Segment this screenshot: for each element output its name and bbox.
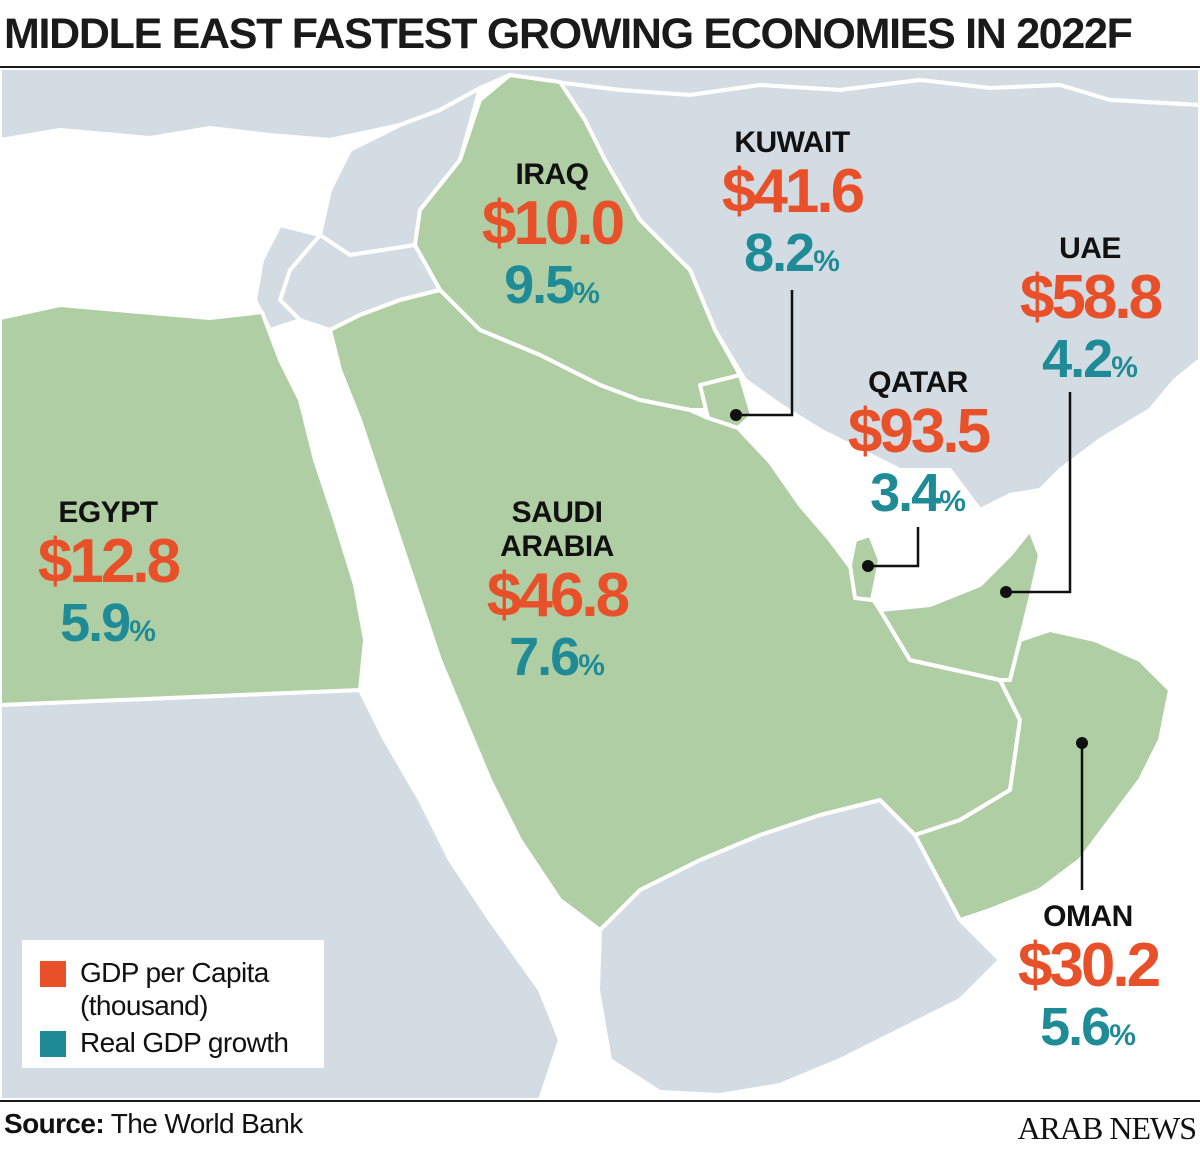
land-levant <box>253 223 322 332</box>
kuwait-pointer-line <box>736 290 794 417</box>
growth-value: 5.9% <box>60 593 156 653</box>
growth-value: 4.2% <box>1042 329 1138 389</box>
country-name: IRAQ <box>515 158 590 191</box>
arab-news-logo: ARAB NEWS <box>1017 1110 1197 1146</box>
legend-label-gdp: GDP per Capita (thousand) <box>80 957 269 1021</box>
uae-pointer-line <box>1006 392 1072 594</box>
country-label-iraq: IRAQ $10.0 9.5% <box>452 158 652 323</box>
growth-value: 7.6% <box>509 627 605 687</box>
title-rule <box>0 66 1200 68</box>
country-label-egypt: EGYPT $12.8 5.9% <box>8 496 208 661</box>
legend-item-gdp: GDP per Capita (thousand) <box>40 956 310 1022</box>
growth-value: 8.2% <box>744 223 840 283</box>
source-text: The World Bank <box>110 1108 303 1139</box>
gdp-value: $41.6 <box>721 157 865 226</box>
country-name: SAUDI ARABIA <box>500 496 614 563</box>
growth-value: 9.5% <box>504 255 600 315</box>
country-label-oman: OMAN $30.2 5.6% <box>988 900 1188 1065</box>
country-name: KUWAIT <box>734 126 850 159</box>
gdp-value: $58.8 <box>1019 263 1163 332</box>
map-title: MIDDLE EAST FASTEST GROWING ECONOMIES IN… <box>4 10 1133 58</box>
country-label-kuwait: KUWAIT $41.6 8.2% <box>692 126 892 291</box>
legend-item-growth: Real GDP growth <box>40 1026 289 1059</box>
gdp-value: $46.8 <box>486 561 630 630</box>
oman-dot <box>1076 737 1088 749</box>
legend: GDP per Capita (thousand) Real GDP growt… <box>22 940 324 1068</box>
gdp-value: $12.8 <box>37 527 181 596</box>
land-egypt <box>0 303 367 707</box>
legend-label-growth: Real GDP growth <box>80 1027 289 1058</box>
gdp-value: $93.5 <box>847 397 991 466</box>
land-oman <box>913 628 1172 922</box>
qatar-dot <box>862 560 874 572</box>
growth-value: 3.4% <box>870 463 966 523</box>
source-credit: Source: The World Bank <box>4 1108 303 1140</box>
country-name: EGYPT <box>58 496 158 529</box>
region-map <box>0 68 1200 1100</box>
country-label-saudi-arabia: SAUDI ARABIA $46.8 7.6% <box>457 496 657 695</box>
uae-dot <box>1000 586 1012 598</box>
country-name: UAE <box>1059 232 1121 265</box>
map-area <box>0 68 1200 1100</box>
country-name: QATAR <box>868 366 968 399</box>
country-label-qatar: QATAR $93.5 3.4% <box>818 366 1018 531</box>
gdp-value: $30.2 <box>1017 931 1161 1000</box>
country-label-uae: UAE $58.8 4.2% <box>990 232 1190 397</box>
qatar-pointer-line <box>868 527 920 568</box>
country-name: OMAN <box>1043 900 1133 933</box>
kuwait-dot <box>730 409 742 421</box>
land-uae <box>878 528 1042 682</box>
gdp-value: $10.0 <box>481 189 625 258</box>
source-prefix: Source: <box>4 1108 105 1139</box>
growth-swatch <box>40 1031 66 1057</box>
gdp-swatch <box>40 961 66 987</box>
footer-rule <box>0 1100 1200 1102</box>
growth-value: 5.6% <box>1040 997 1136 1057</box>
